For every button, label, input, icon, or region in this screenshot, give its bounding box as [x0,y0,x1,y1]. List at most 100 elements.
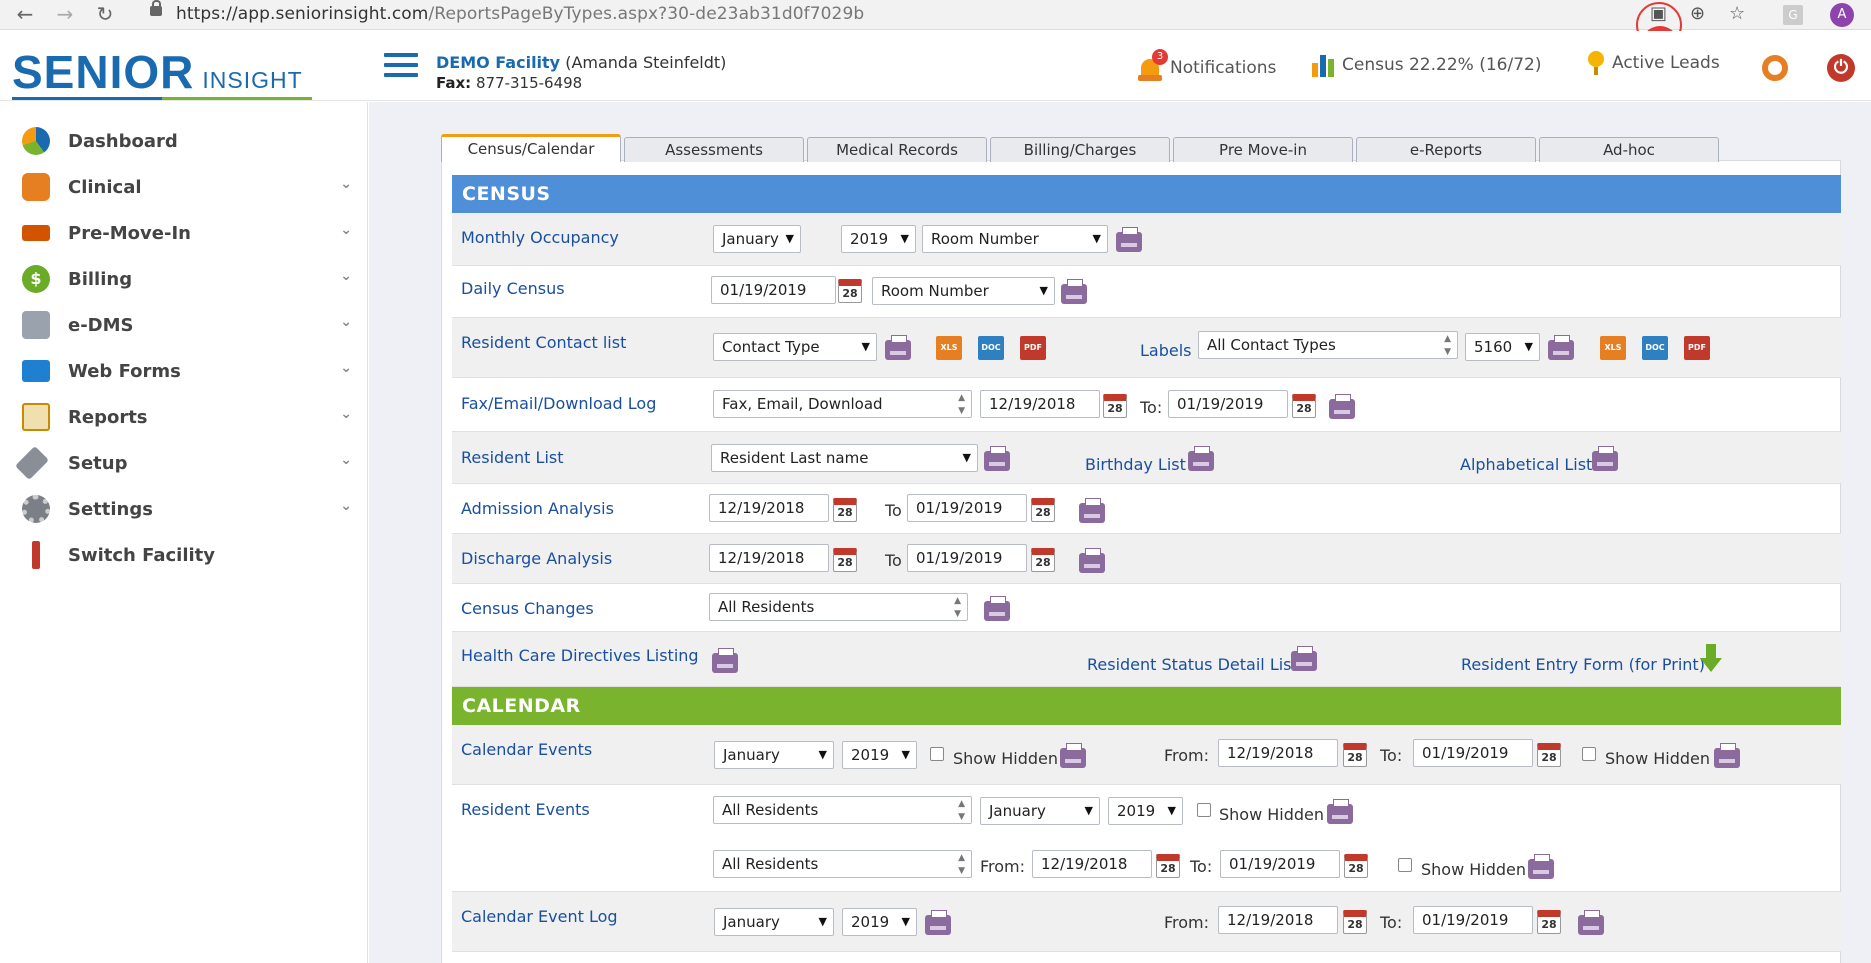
printer-icon[interactable] [1329,394,1355,419]
calendar-icon[interactable]: 28 [1031,498,1055,522]
calendar-events-to-input[interactable]: 01/19/2019 [1413,739,1533,767]
printer-icon[interactable] [925,910,951,935]
labels-contact-type-select[interactable]: All Contact Types ▲ ▼ [1198,331,1458,359]
monthly-occupancy-sort-select[interactable]: Room Number ▼ [922,225,1108,253]
printer-icon[interactable] [1528,854,1554,879]
forward-icon[interactable]: → [56,2,74,26]
fax-log-label[interactable]: Fax/Email/Download Log [461,394,657,413]
calendar-icon[interactable]: 28 [838,279,862,303]
calendar-icon[interactable]: 28 [1537,743,1561,767]
calendar-icon[interactable]: 28 [1292,394,1316,418]
tab-medical-records[interactable]: Medical Records [807,137,987,162]
census-changes-filter-select[interactable]: All Residents ▲ ▼ [709,593,968,621]
address-bar[interactable]: https://app.seniorinsight.com/ReportsPag… [176,4,865,24]
event-log-to-input[interactable]: 01/19/2019 [1413,906,1533,934]
pdf-export-icon[interactable]: PDF [1684,336,1710,360]
xls-export-icon[interactable]: XLS [936,336,962,360]
printer-icon[interactable] [1079,548,1105,573]
calendar-event-log-label[interactable]: Calendar Event Log [461,907,618,926]
calendar-icon[interactable]: 28 [1344,854,1368,878]
sidebar-item-switch-facility[interactable]: Switch Facility [22,540,352,570]
event-log-month-select[interactable]: January ▼ [714,908,834,936]
printer-icon[interactable] [984,596,1010,621]
census-changes-label[interactable]: Census Changes [461,599,594,618]
facility-name[interactable]: DEMO Facility [436,53,561,72]
tab-billing-charges[interactable]: Billing/Charges [990,137,1170,162]
active-leads-link[interactable]: Active Leads [1588,51,1720,75]
fax-log-type-select[interactable]: Fax, Email, Download ▲ ▼ [713,390,972,418]
help-lifering-icon[interactable] [1762,55,1788,81]
printer-icon[interactable] [1188,446,1214,471]
sidebar-item-billing[interactable]: $ Billing ⌄ [22,264,352,294]
admission-analysis-label[interactable]: Admission Analysis [461,499,614,518]
tab-census-calendar[interactable]: Census/Calendar [441,134,621,162]
calendar-events-month-select[interactable]: January ▼ [714,741,834,769]
resident-events-label[interactable]: Resident Events [461,800,590,819]
tab-assessments[interactable]: Assessments [624,137,804,162]
calendar-icon[interactable]: 28 [1103,394,1127,418]
zoom-icon[interactable]: ⊕ [1690,3,1706,24]
resident-list-sort-select[interactable]: Resident Last name ▼ [711,444,978,472]
back-icon[interactable]: ← [16,2,34,26]
daily-census-date-input[interactable]: 01/19/2019 [711,276,836,304]
profile-avatar[interactable]: A [1830,3,1854,27]
resident-events-to-input[interactable]: 01/19/2019 [1220,850,1340,878]
sidebar-item-settings[interactable]: Settings ⌄ [22,494,352,524]
calendar-icon[interactable]: 28 [1156,854,1180,878]
bookmark-star-icon[interactable]: ☆ [1729,3,1746,24]
event-log-year-select[interactable]: 2019 ▼ [842,908,917,936]
show-hidden-checkbox[interactable] [1582,747,1596,761]
printer-icon[interactable] [1592,446,1618,471]
xls-export-icon[interactable]: XLS [1600,336,1626,360]
sidebar-item-reports[interactable]: Reports ⌄ [22,402,352,432]
monthly-occupancy-year-select[interactable]: 2019 ▼ [841,225,916,253]
sidebar-item-e-dms[interactable]: e-DMS ⌄ [22,310,352,340]
printer-icon[interactable] [712,648,738,673]
event-log-from-input[interactable]: 12/19/2018 [1218,906,1338,934]
download-arrow-icon[interactable] [1700,644,1722,672]
tab-pre-move-in[interactable]: Pre Move-in [1173,137,1353,162]
alphabetical-list-link[interactable]: Alphabetical List [1460,455,1593,474]
labels-size-select[interactable]: 5160 ▼ [1465,333,1540,361]
resident-events-filter-select-2[interactable]: All Residents ▲ ▼ [713,850,972,878]
resident-contact-label[interactable]: Resident Contact list [461,333,627,352]
resident-status-detail-link[interactable]: Resident Status Detail List [1087,655,1298,674]
resident-list-label[interactable]: Resident List [461,448,564,467]
calendar-icon[interactable]: 28 [1537,910,1561,934]
sidebar-item-setup[interactable]: Setup ⌄ [15,446,352,480]
resident-events-month-select[interactable]: January ▼ [980,797,1100,825]
printer-icon[interactable] [1327,799,1353,824]
monthly-occupancy-label[interactable]: Monthly Occupancy [461,228,619,247]
printer-icon[interactable] [1061,279,1087,304]
printer-icon[interactable] [1291,646,1317,671]
admission-to-input[interactable]: 01/19/2019 [907,494,1027,522]
daily-census-label[interactable]: Daily Census [461,279,565,298]
doc-export-icon[interactable]: DOC [1642,336,1668,360]
doc-export-icon[interactable]: DOC [978,336,1004,360]
resident-events-from-input[interactable]: 12/19/2018 [1032,850,1152,878]
tab-e-reports[interactable]: e-Reports [1356,137,1536,162]
admission-from-input[interactable]: 12/19/2018 [709,494,829,522]
logout-power-icon[interactable]: ⏻ [1827,54,1855,82]
show-hidden-checkbox[interactable] [1398,858,1412,872]
printer-icon[interactable] [1714,743,1740,768]
fax-log-from-input[interactable]: 12/19/2018 [980,390,1100,418]
show-hidden-checkbox[interactable] [930,747,944,761]
senior-insight-logo[interactable]: SENIOR INSIGHT [12,46,303,98]
resident-events-filter-select[interactable]: All Residents ▲ ▼ [713,796,972,824]
calendar-icon[interactable]: 28 [1031,548,1055,572]
sidebar-item-web-forms[interactable]: Web Forms ⌄ [22,356,352,386]
fax-log-to-input[interactable]: 01/19/2019 [1168,390,1288,418]
monthly-occupancy-month-select[interactable]: January ▼ [713,225,801,253]
printer-icon[interactable] [1548,335,1574,360]
calendar-events-from-input[interactable]: 12/19/2018 [1218,739,1338,767]
discharge-analysis-label[interactable]: Discharge Analysis [461,549,613,568]
discharge-from-input[interactable]: 12/19/2018 [709,544,829,572]
daily-census-sort-select[interactable]: Room Number ▼ [872,277,1055,305]
show-hidden-checkbox[interactable] [1197,803,1211,817]
extension-icon[interactable]: G [1783,5,1803,25]
resident-events-year-select[interactable]: 2019 ▼ [1108,797,1183,825]
printer-icon[interactable] [984,446,1010,471]
discharge-to-input[interactable]: 01/19/2019 [907,544,1027,572]
reload-icon[interactable]: ↻ [96,2,114,26]
